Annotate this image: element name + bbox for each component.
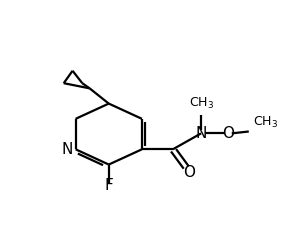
Text: O: O [183,165,195,180]
Text: CH$_3$: CH$_3$ [188,96,214,111]
Text: N: N [195,126,207,141]
Text: F: F [104,178,113,193]
Text: CH$_3$: CH$_3$ [253,114,278,130]
Text: O: O [222,126,234,141]
Text: N: N [62,142,73,157]
